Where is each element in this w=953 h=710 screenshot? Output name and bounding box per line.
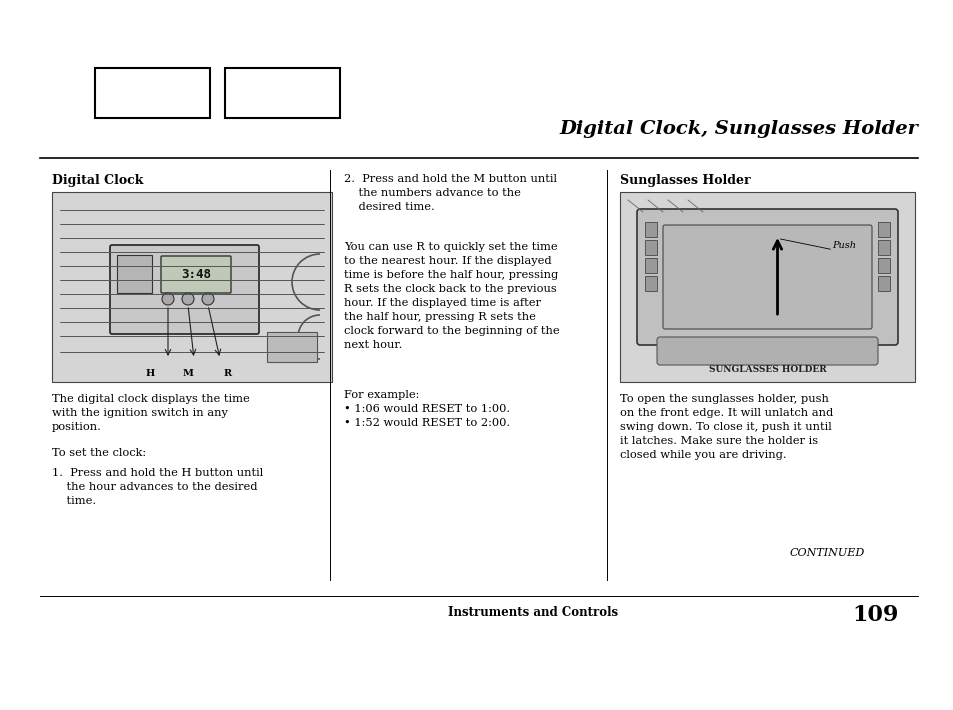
Text: The digital clock displays the time
with the ignition switch in any
position.: The digital clock displays the time with… [52,394,250,432]
Bar [95,68,210,118]
Bar [117,255,152,293]
Bar [225,68,339,118]
Text: To open the sunglasses holder, push
on the front edge. It will unlatch and
swing: To open the sunglasses holder, push on t… [619,394,832,460]
Text: H: H [145,369,154,378]
FancyBboxPatch shape [161,256,231,293]
Bar [877,222,889,237]
FancyBboxPatch shape [110,245,258,334]
Text: SUNGLASSES HOLDER: SUNGLASSES HOLDER [708,365,825,374]
Circle shape [202,293,213,305]
Bar [644,222,657,237]
Text: CONTINUED: CONTINUED [789,548,864,558]
Bar [267,332,316,362]
Text: For example:
• 1:06 would RESET to 1:00.
• 1:52 would RESET to 2:00.: For example: • 1:06 would RESET to 1:00.… [344,390,510,428]
Text: 2.  Press and hold the M button until
    the numbers advance to the
    desired: 2. Press and hold the M button until the… [344,174,557,212]
FancyBboxPatch shape [637,209,897,345]
Text: Digital Clock, Sunglasses Holder: Digital Clock, Sunglasses Holder [558,120,917,138]
FancyBboxPatch shape [657,337,877,365]
Text: Sunglasses Holder: Sunglasses Holder [619,174,750,187]
Text: Digital Clock: Digital Clock [52,174,143,187]
Bar [877,240,889,255]
Bar [644,258,657,273]
Circle shape [182,293,193,305]
Text: 1.  Press and hold the H button until
    the hour advances to the desired
    t: 1. Press and hold the H button until the… [52,468,263,506]
Text: Instruments and Controls: Instruments and Controls [447,606,618,619]
FancyBboxPatch shape [662,225,871,329]
Text: Push: Push [832,241,856,250]
Bar [644,276,657,291]
Text: You can use R to quickly set the time
to the nearest hour. If the displayed
time: You can use R to quickly set the time to… [344,242,559,350]
Bar [619,192,914,382]
Bar [644,240,657,255]
Circle shape [162,293,173,305]
Text: M: M [182,369,193,378]
Bar [877,276,889,291]
Text: To set the clock:: To set the clock: [52,448,146,458]
Bar [877,258,889,273]
Text: R: R [224,369,232,378]
Text: 3:48: 3:48 [181,268,211,281]
Bar [52,192,332,382]
Text: 109: 109 [851,604,898,626]
